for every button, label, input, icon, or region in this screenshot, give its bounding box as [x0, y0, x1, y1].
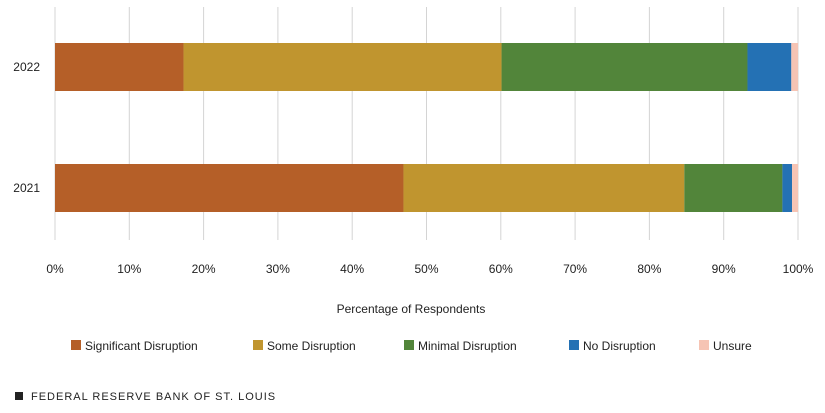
x-tick-label: 40%: [340, 262, 364, 276]
legend-swatch: [71, 340, 81, 350]
legend-item-label: Minimal Disruption: [418, 339, 517, 353]
bar-segment: [55, 164, 404, 212]
x-tick-label: 90%: [712, 262, 736, 276]
source-text: FEDERAL RESERVE BANK OF ST. LOUIS: [31, 391, 276, 403]
x-tick-label: 30%: [266, 262, 290, 276]
x-tick-label: 20%: [192, 262, 216, 276]
bar-segment: [684, 164, 783, 212]
legend-item-label: Unsure: [713, 339, 752, 353]
x-tick-label: 70%: [563, 262, 587, 276]
x-tick-labels: 0% 10% 20% 30% 40% 50% 60% 70% 80% 90% 100%: [46, 262, 813, 276]
bar-segment: [501, 43, 748, 91]
legend: Significant Disruption Some Disruption Min…: [71, 339, 752, 353]
legend-item-label: No Disruption: [583, 339, 656, 353]
legend-swatch: [699, 340, 709, 350]
bar-segment: [55, 43, 184, 91]
x-tick-label: 10%: [117, 262, 141, 276]
bar-segment: [747, 43, 792, 91]
legend-item-label: Some Disruption: [267, 339, 356, 353]
x-tick-label: 0%: [46, 262, 64, 276]
bars: [55, 43, 798, 212]
x-tick-label: 50%: [414, 262, 438, 276]
source-footer: FEDERAL RESERVE BANK OF ST. LOUIS: [15, 391, 276, 403]
legend-swatch: [253, 340, 263, 350]
x-axis-title: Percentage of Respondents: [337, 302, 486, 316]
category-labels: 2022 2021: [13, 60, 40, 195]
source-square-icon: [15, 392, 23, 400]
bar-segment: [183, 43, 502, 91]
bar-segment: [403, 164, 685, 212]
category-label: 2022: [13, 60, 40, 74]
x-tick-label: 80%: [637, 262, 661, 276]
legend-swatch: [404, 340, 414, 350]
x-tick-label: 100%: [783, 262, 814, 276]
category-label: 2021: [13, 181, 40, 195]
bar-segment: [792, 164, 798, 212]
legend-swatch: [569, 340, 579, 350]
bar-segment: [791, 43, 798, 91]
x-tick-label: 60%: [489, 262, 513, 276]
legend-item-label: Significant Disruption: [85, 339, 198, 353]
bar-segment: [782, 164, 793, 212]
